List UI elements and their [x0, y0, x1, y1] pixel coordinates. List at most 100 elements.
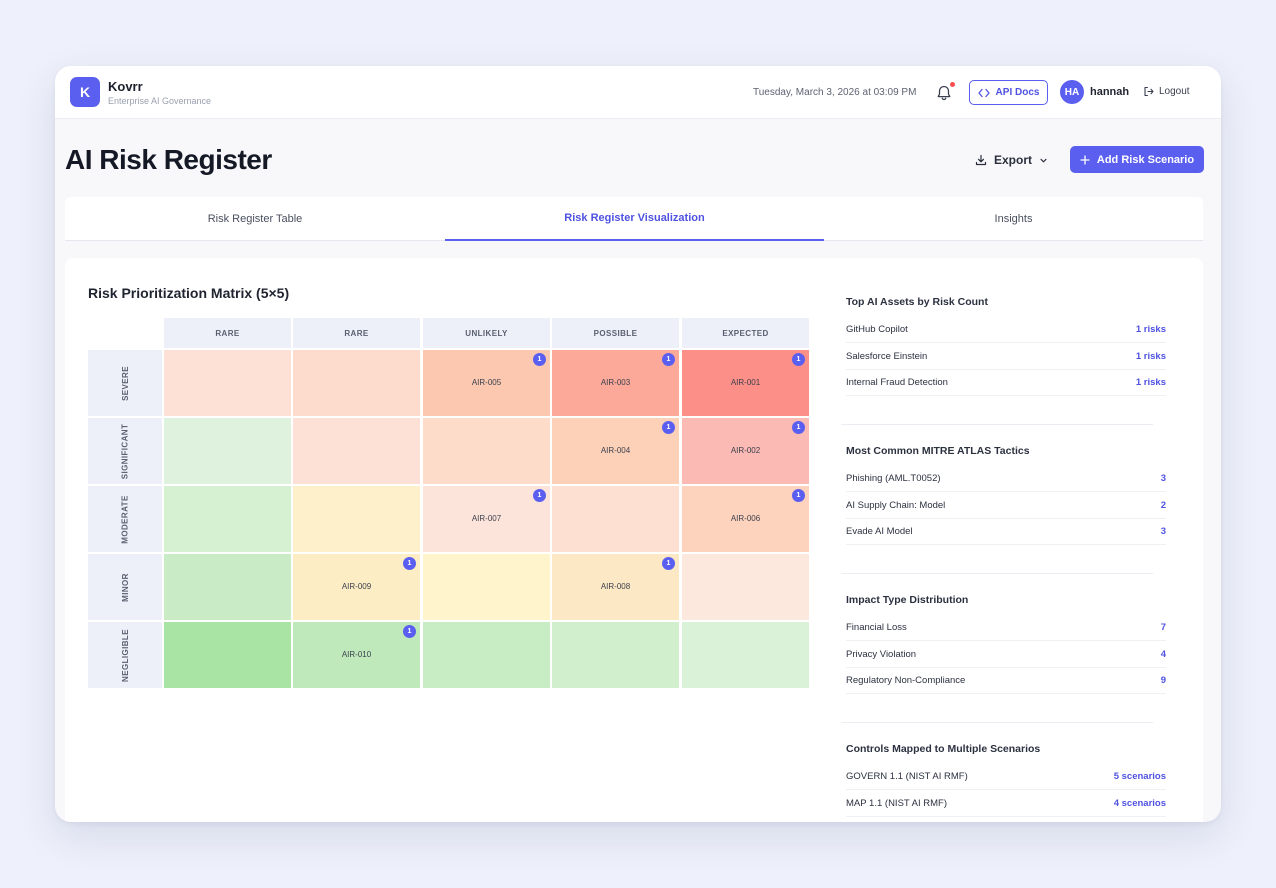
risk-id-label[interactable]: AIR-007 — [471, 514, 502, 523]
matrix-cell[interactable] — [423, 418, 550, 484]
matrix-cell[interactable]: AIR-007 1 — [423, 486, 550, 552]
insight-row-value[interactable]: 4 scenarios — [1113, 797, 1166, 809]
matrix-cell[interactable] — [164, 622, 291, 688]
insight-row-value[interactable]: 2 — [1160, 499, 1166, 511]
matrix-cell[interactable]: AIR-003 1 — [552, 350, 679, 416]
api-docs-button[interactable]: API Docs — [969, 80, 1048, 105]
export-button[interactable]: Export — [975, 150, 1048, 170]
impact-header-label: SEVERE — [120, 365, 130, 401]
insight-row-name: Salesforce Einstein — [846, 350, 928, 362]
matrix-cell[interactable] — [293, 486, 420, 552]
risk-id-label[interactable]: AIR-004 — [600, 446, 631, 455]
risk-count-badge: 1 — [533, 489, 546, 502]
matrix-cell[interactable]: AIR-009 1 — [293, 554, 420, 620]
download-icon — [975, 154, 987, 166]
matrix-cell[interactable]: AIR-010 1 — [293, 622, 420, 688]
current-datetime: Tuesday, March 3, 2026 at 03:09 PM — [753, 87, 917, 98]
section-divider — [841, 721, 1153, 723]
insight-row-value[interactable]: 9 — [1160, 675, 1166, 686]
risk-count-badge: 1 — [533, 353, 546, 366]
insight-row-name: Internal Fraud Detection — [846, 377, 948, 388]
risk-id-label[interactable]: AIR-003 — [600, 378, 631, 387]
notification-bell-icon[interactable] — [934, 83, 954, 103]
insight-row-value[interactable]: 3 — [1160, 473, 1166, 484]
matrix-cell[interactable] — [552, 486, 679, 552]
app-window: K Kovrr Enterprise AI Governance Tuesday… — [55, 66, 1221, 822]
matrix-cell[interactable] — [164, 486, 291, 552]
insight-row[interactable]: GitHub Copilot 1 risks — [846, 316, 1166, 343]
tab-risk-register-table[interactable]: Risk Register Table — [207, 213, 303, 225]
risk-count-badge: 1 — [662, 421, 675, 434]
add-risk-scenario-button[interactable]: Add Risk Scenario — [1070, 146, 1204, 173]
insight-section-title: Controls Mapped to Multiple Scenarios — [846, 743, 1041, 755]
risk-id-label[interactable]: AIR-008 — [600, 582, 631, 591]
matrix-cell[interactable]: AIR-008 1 — [552, 554, 679, 620]
insight-row-value[interactable]: 1 risks — [1135, 324, 1166, 335]
insight-row-value[interactable]: 3 — [1160, 526, 1166, 537]
matrix-cell[interactable]: AIR-004 1 — [552, 418, 679, 484]
insight-row-value[interactable]: 5 scenarios — [1113, 771, 1166, 782]
matrix-title: Risk Prioritization Matrix (5×5) — [88, 285, 290, 301]
section-divider — [841, 423, 1153, 425]
impact-header: MINOR — [88, 554, 162, 620]
username[interactable]: hannah — [1090, 86, 1130, 98]
insight-row[interactable]: Phishing (AML.T0052) 3 — [846, 465, 1166, 492]
app-logo[interactable]: K — [70, 77, 100, 107]
matrix-cell[interactable]: AIR-002 1 — [682, 418, 809, 484]
tab-risk-register-visualization[interactable]: Risk Register Visualization — [445, 197, 824, 241]
insight-row-name: Phishing (AML.T0052) — [846, 473, 941, 484]
insight-row-name: AI Supply Chain: Model — [846, 499, 946, 511]
insight-row[interactable]: Internal Fraud Detection 1 risks — [846, 369, 1166, 396]
insight-row[interactable]: Salesforce Einstein 1 risks — [846, 343, 1166, 370]
risk-id-label[interactable]: AIR-002 — [730, 446, 761, 455]
matrix-cell[interactable] — [552, 622, 679, 688]
impact-header: SEVERE — [88, 350, 162, 416]
logout-button[interactable]: Logout — [1143, 86, 1190, 97]
insight-row-name: MAP 1.1 (NIST AI RMF) — [846, 797, 948, 809]
impact-header-label: MINOR — [120, 572, 130, 602]
user-avatar[interactable]: HA — [1060, 80, 1084, 104]
tab-insights[interactable]: Insights — [994, 213, 1033, 225]
matrix-cell[interactable] — [164, 350, 291, 416]
risk-id-label[interactable]: AIR-005 — [471, 378, 502, 387]
insight-row[interactable]: Evade AI Model 3 — [846, 518, 1166, 545]
matrix-cell[interactable] — [682, 622, 809, 688]
risk-count-badge: 1 — [662, 353, 675, 366]
likelihood-header: UNLIKELY — [423, 318, 550, 348]
risk-id-label[interactable]: AIR-009 — [341, 582, 372, 591]
impact-header-label: NEGLIGIBLE — [120, 628, 130, 682]
impact-header: NEGLIGIBLE — [88, 622, 162, 688]
risk-id-label[interactable]: AIR-001 — [730, 378, 761, 387]
matrix-cell[interactable] — [164, 554, 291, 620]
visualization-panel: Risk Prioritization Matrix (5×5) RARE RAR… — [65, 258, 1203, 822]
insight-row[interactable]: Privacy Violation 4 — [846, 641, 1166, 668]
insight-row-value[interactable]: 1 risks — [1135, 350, 1166, 362]
insight-row-name: Privacy Violation — [846, 648, 917, 660]
brand-subtitle: Enterprise AI Governance — [108, 96, 212, 106]
matrix-cell[interactable] — [423, 554, 550, 620]
impact-header-label: SIGNIFICANT — [120, 423, 130, 479]
matrix-cell[interactable] — [164, 418, 291, 484]
insight-row[interactable]: MAP 1.1 (NIST AI RMF) 4 scenarios — [846, 790, 1166, 817]
insight-row[interactable]: AI Supply Chain: Model 2 — [846, 492, 1166, 519]
insight-row[interactable]: GOVERN 1.1 (NIST AI RMF) 5 scenarios — [846, 763, 1166, 790]
matrix-cell[interactable]: AIR-006 1 — [682, 486, 809, 552]
insight-row[interactable]: Financial Loss 7 — [846, 614, 1166, 641]
matrix-cell[interactable]: AIR-005 1 — [423, 350, 550, 416]
logout-icon — [1144, 86, 1154, 97]
matrix-cell[interactable]: AIR-001 1 — [682, 350, 809, 416]
logout-label: Logout — [1159, 86, 1190, 97]
insight-row-value[interactable]: 7 — [1160, 622, 1166, 633]
likelihood-header: RARE — [293, 318, 420, 348]
insight-row-value[interactable]: 4 — [1160, 648, 1166, 660]
matrix-cell[interactable] — [293, 418, 420, 484]
insight-row-name: Regulatory Non-Compliance — [846, 675, 966, 686]
matrix-cell[interactable] — [293, 350, 420, 416]
insight-row-value[interactable]: 1 risks — [1135, 377, 1166, 388]
impact-header-label: MODERATE — [120, 494, 130, 544]
matrix-cell[interactable] — [423, 622, 550, 688]
risk-id-label[interactable]: AIR-006 — [730, 514, 761, 523]
matrix-cell[interactable] — [682, 554, 809, 620]
insight-row[interactable]: Regulatory Non-Compliance 9 — [846, 667, 1166, 694]
risk-id-label[interactable]: AIR-010 — [341, 650, 372, 659]
